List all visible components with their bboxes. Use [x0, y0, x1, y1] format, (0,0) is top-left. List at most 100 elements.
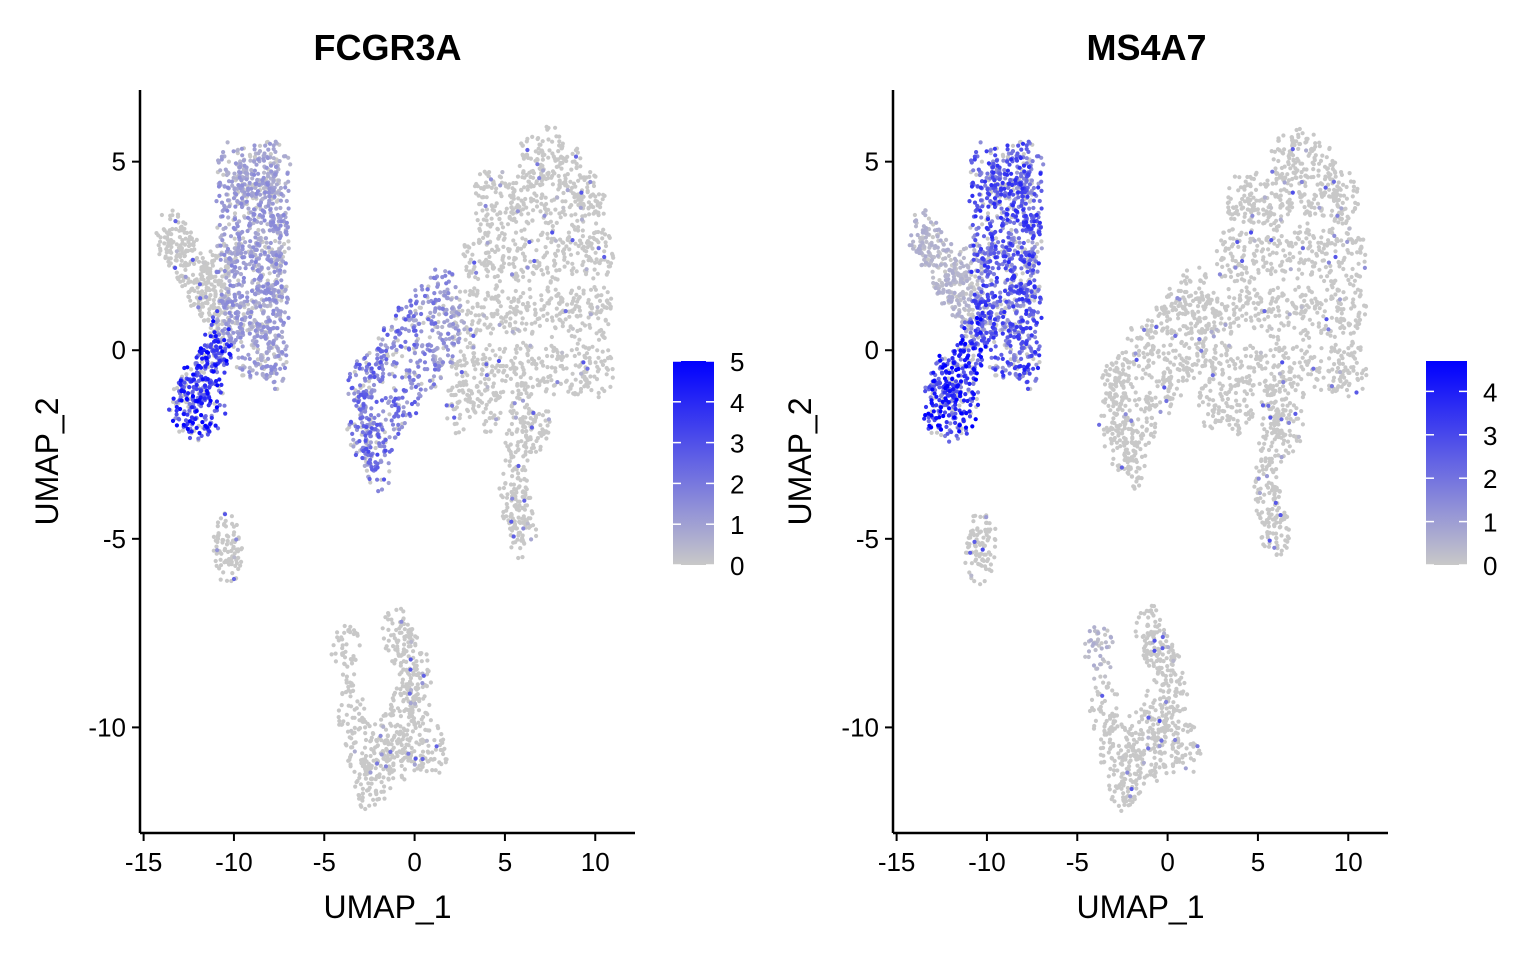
cell-point: [265, 287, 270, 292]
cell-point: [232, 211, 238, 216]
cell-point: [596, 316, 601, 321]
cell-point: [216, 533, 221, 538]
cell-point: [500, 495, 505, 500]
cell-point: [461, 427, 466, 432]
cell-point: [523, 381, 528, 386]
cell-point: [587, 174, 592, 179]
cell-point: [503, 346, 508, 351]
cell-point: [431, 382, 437, 387]
cell-point: [493, 353, 498, 358]
cell-point: [511, 482, 516, 487]
cell-point: [584, 267, 589, 272]
cell-point: [528, 259, 533, 264]
cell-point: [189, 405, 195, 410]
cell-point: [232, 187, 237, 192]
cell-point: [396, 652, 401, 657]
cell-point: [278, 309, 283, 314]
cell-point: [509, 474, 515, 479]
cell-point: [266, 203, 271, 208]
cell-point: [513, 347, 518, 352]
cell-point: [474, 211, 479, 216]
cell-point: [471, 241, 476, 246]
cell-point: [549, 315, 555, 320]
cell-point: [541, 272, 546, 277]
cell-point: [211, 298, 216, 303]
cell-point: [256, 171, 261, 176]
cell-point: [418, 753, 423, 758]
cell-point: [433, 747, 438, 752]
cell-point: [266, 174, 271, 179]
cell-point: [472, 286, 477, 291]
cell-point: [476, 313, 481, 318]
cell-point: [171, 396, 176, 401]
cell-point: [188, 298, 193, 303]
cell-point: [419, 311, 424, 317]
cell-point: [357, 775, 362, 781]
cell-point: [554, 164, 559, 169]
cell-point: [515, 309, 520, 314]
cell-point: [229, 541, 234, 546]
cell-point: [353, 784, 358, 789]
cell-point: [428, 680, 433, 685]
cell-point: [586, 255, 592, 260]
cell-point: [515, 327, 521, 332]
cell-point: [411, 377, 416, 383]
cell-point: [376, 489, 381, 494]
cell-point: [553, 253, 559, 258]
cell-point: [282, 249, 287, 254]
cell-point: [372, 415, 377, 420]
cell-point: [368, 739, 373, 744]
cell-point: [604, 365, 609, 371]
cell-point: [223, 225, 228, 230]
cell-point: [595, 271, 600, 276]
cell-point: [379, 738, 384, 743]
cell-point: [442, 289, 447, 294]
cell-point: [520, 398, 526, 403]
cell-point: [401, 616, 406, 621]
cell-point: [390, 422, 396, 427]
cell-point: [170, 213, 175, 218]
cell-point: [509, 489, 514, 495]
cell-point: [540, 153, 545, 158]
cell-point: [250, 266, 255, 271]
cell-point: [513, 230, 519, 235]
cell-point: [381, 328, 386, 333]
cell-point: [448, 360, 453, 365]
cell-point: [577, 173, 582, 178]
cell-point: [457, 297, 462, 302]
cell-point: [283, 261, 288, 266]
cell-point: [585, 366, 590, 371]
cell-point: [241, 373, 246, 378]
cell-point: [208, 293, 213, 298]
cell-point: [503, 458, 508, 463]
cell-point: [541, 428, 546, 433]
cell-point: [484, 429, 489, 434]
cell-point: [282, 310, 287, 315]
cell-point: [525, 521, 530, 526]
cell-point: [357, 718, 362, 723]
cell-point: [596, 210, 601, 215]
cell-point: [391, 427, 396, 432]
cell-point: [465, 407, 470, 412]
cell-point: [194, 237, 199, 242]
cell-point: [248, 158, 253, 163]
cell-point: [601, 192, 606, 197]
cell-point: [238, 165, 243, 170]
cell-point: [393, 388, 398, 393]
cell-point: [252, 154, 257, 160]
cell-point: [570, 238, 575, 243]
cell-point: [507, 321, 512, 326]
cell-point: [500, 170, 505, 175]
cell-point: [975, 282, 980, 287]
cell-point: [477, 237, 482, 242]
cell-point: [240, 244, 245, 249]
cell-point: [569, 382, 574, 387]
cell-point: [574, 161, 579, 166]
cell-point: [456, 430, 462, 435]
cell-point: [456, 312, 461, 317]
cell-point: [194, 295, 199, 300]
cell-point: [368, 753, 373, 759]
cell-point: [430, 768, 435, 773]
cell-point: [340, 672, 346, 677]
cell-point: [520, 428, 525, 434]
